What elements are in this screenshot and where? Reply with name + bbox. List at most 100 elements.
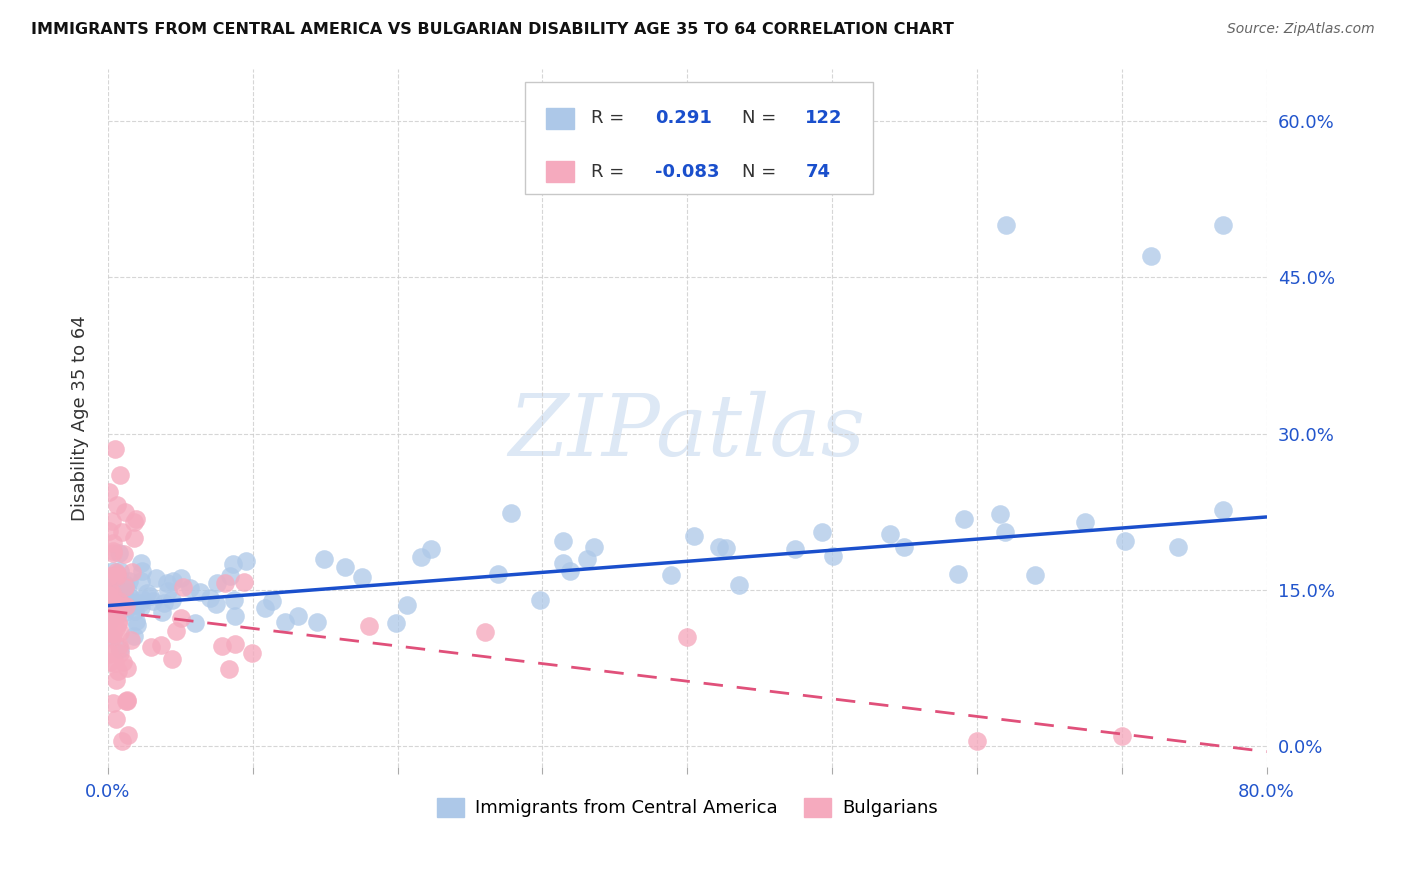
- Point: [103, 608, 125, 623]
- Point: [104, 574, 127, 588]
- Point: [110, 586, 132, 600]
- Point: [118, 591, 141, 605]
- Text: -0.083: -0.083: [655, 163, 720, 181]
- Text: R =: R =: [591, 163, 624, 181]
- Point: [575, 551, 598, 566]
- Point: [108, 587, 131, 601]
- Point: [1074, 515, 1097, 529]
- Point: [117, 585, 139, 599]
- Text: 0.291: 0.291: [655, 110, 711, 128]
- Point: [107, 664, 129, 678]
- Point: [120, 633, 142, 648]
- Point: [103, 564, 125, 578]
- Point: [224, 637, 246, 651]
- Point: [111, 734, 134, 748]
- Point: [107, 616, 129, 631]
- Point: [108, 594, 131, 608]
- Point: [953, 511, 976, 525]
- Point: [129, 600, 152, 615]
- Point: [98, 601, 121, 615]
- Point: [122, 531, 145, 545]
- Point: [108, 547, 131, 561]
- Point: [104, 600, 127, 615]
- Text: N =: N =: [742, 110, 776, 128]
- Point: [110, 641, 132, 656]
- Point: [131, 564, 153, 578]
- Point: [150, 638, 173, 652]
- Point: [357, 619, 380, 633]
- Point: [235, 554, 257, 568]
- Point: [104, 603, 127, 617]
- Point: [104, 594, 127, 608]
- Point: [105, 567, 128, 582]
- Point: [98, 586, 121, 600]
- Point: [100, 615, 122, 630]
- Point: [98, 600, 121, 615]
- Point: [110, 592, 132, 607]
- Point: [204, 597, 226, 611]
- Text: 122: 122: [806, 110, 844, 128]
- Point: [97, 484, 120, 499]
- Text: ZIPatlas: ZIPatlas: [509, 391, 866, 473]
- Point: [122, 515, 145, 529]
- Point: [683, 529, 706, 543]
- Point: [100, 608, 122, 623]
- Point: [138, 589, 160, 603]
- Point: [105, 607, 128, 622]
- Point: [98, 625, 121, 640]
- Point: [107, 615, 129, 630]
- Point: [105, 712, 128, 726]
- Point: [778, 145, 800, 159]
- Bar: [546, 108, 574, 128]
- Point: [105, 568, 128, 582]
- Point: [179, 581, 201, 595]
- Point: [101, 543, 124, 558]
- Point: [105, 591, 128, 606]
- Point: [131, 592, 153, 607]
- Point: [409, 550, 432, 565]
- Point: [115, 694, 138, 708]
- Point: [139, 640, 162, 654]
- Point: [114, 577, 136, 591]
- Point: [115, 661, 138, 675]
- Point: [101, 536, 124, 550]
- FancyBboxPatch shape: [524, 82, 873, 194]
- Point: [101, 514, 124, 528]
- Point: [214, 576, 236, 591]
- Text: Source: ZipAtlas.com: Source: ZipAtlas.com: [1227, 22, 1375, 37]
- Point: [222, 557, 245, 571]
- Bar: [546, 161, 574, 183]
- Point: [98, 614, 121, 628]
- Point: [224, 608, 246, 623]
- Point: [474, 624, 496, 639]
- Point: [233, 575, 256, 590]
- Point: [152, 596, 174, 610]
- Point: [1212, 218, 1234, 232]
- Point: [125, 512, 148, 526]
- Point: [240, 646, 263, 660]
- Point: [100, 588, 122, 602]
- Text: R =: R =: [591, 110, 624, 128]
- Point: [169, 611, 191, 625]
- Point: [823, 549, 845, 563]
- Point: [395, 598, 418, 612]
- Point: [1111, 729, 1133, 743]
- Point: [893, 540, 915, 554]
- Point: [129, 574, 152, 588]
- Point: [98, 524, 121, 538]
- Point: [553, 533, 575, 548]
- Point: [100, 586, 122, 600]
- Point: [676, 630, 699, 644]
- Point: [558, 565, 581, 579]
- Point: [211, 639, 233, 653]
- Point: [112, 547, 135, 561]
- Point: [810, 525, 832, 540]
- Point: [108, 468, 131, 483]
- Point: [118, 574, 141, 588]
- Point: [97, 648, 120, 662]
- Point: [103, 572, 125, 586]
- Point: [103, 627, 125, 641]
- Point: [160, 652, 183, 666]
- Y-axis label: Disability Age 35 to 64: Disability Age 35 to 64: [72, 315, 89, 521]
- Point: [1139, 249, 1161, 263]
